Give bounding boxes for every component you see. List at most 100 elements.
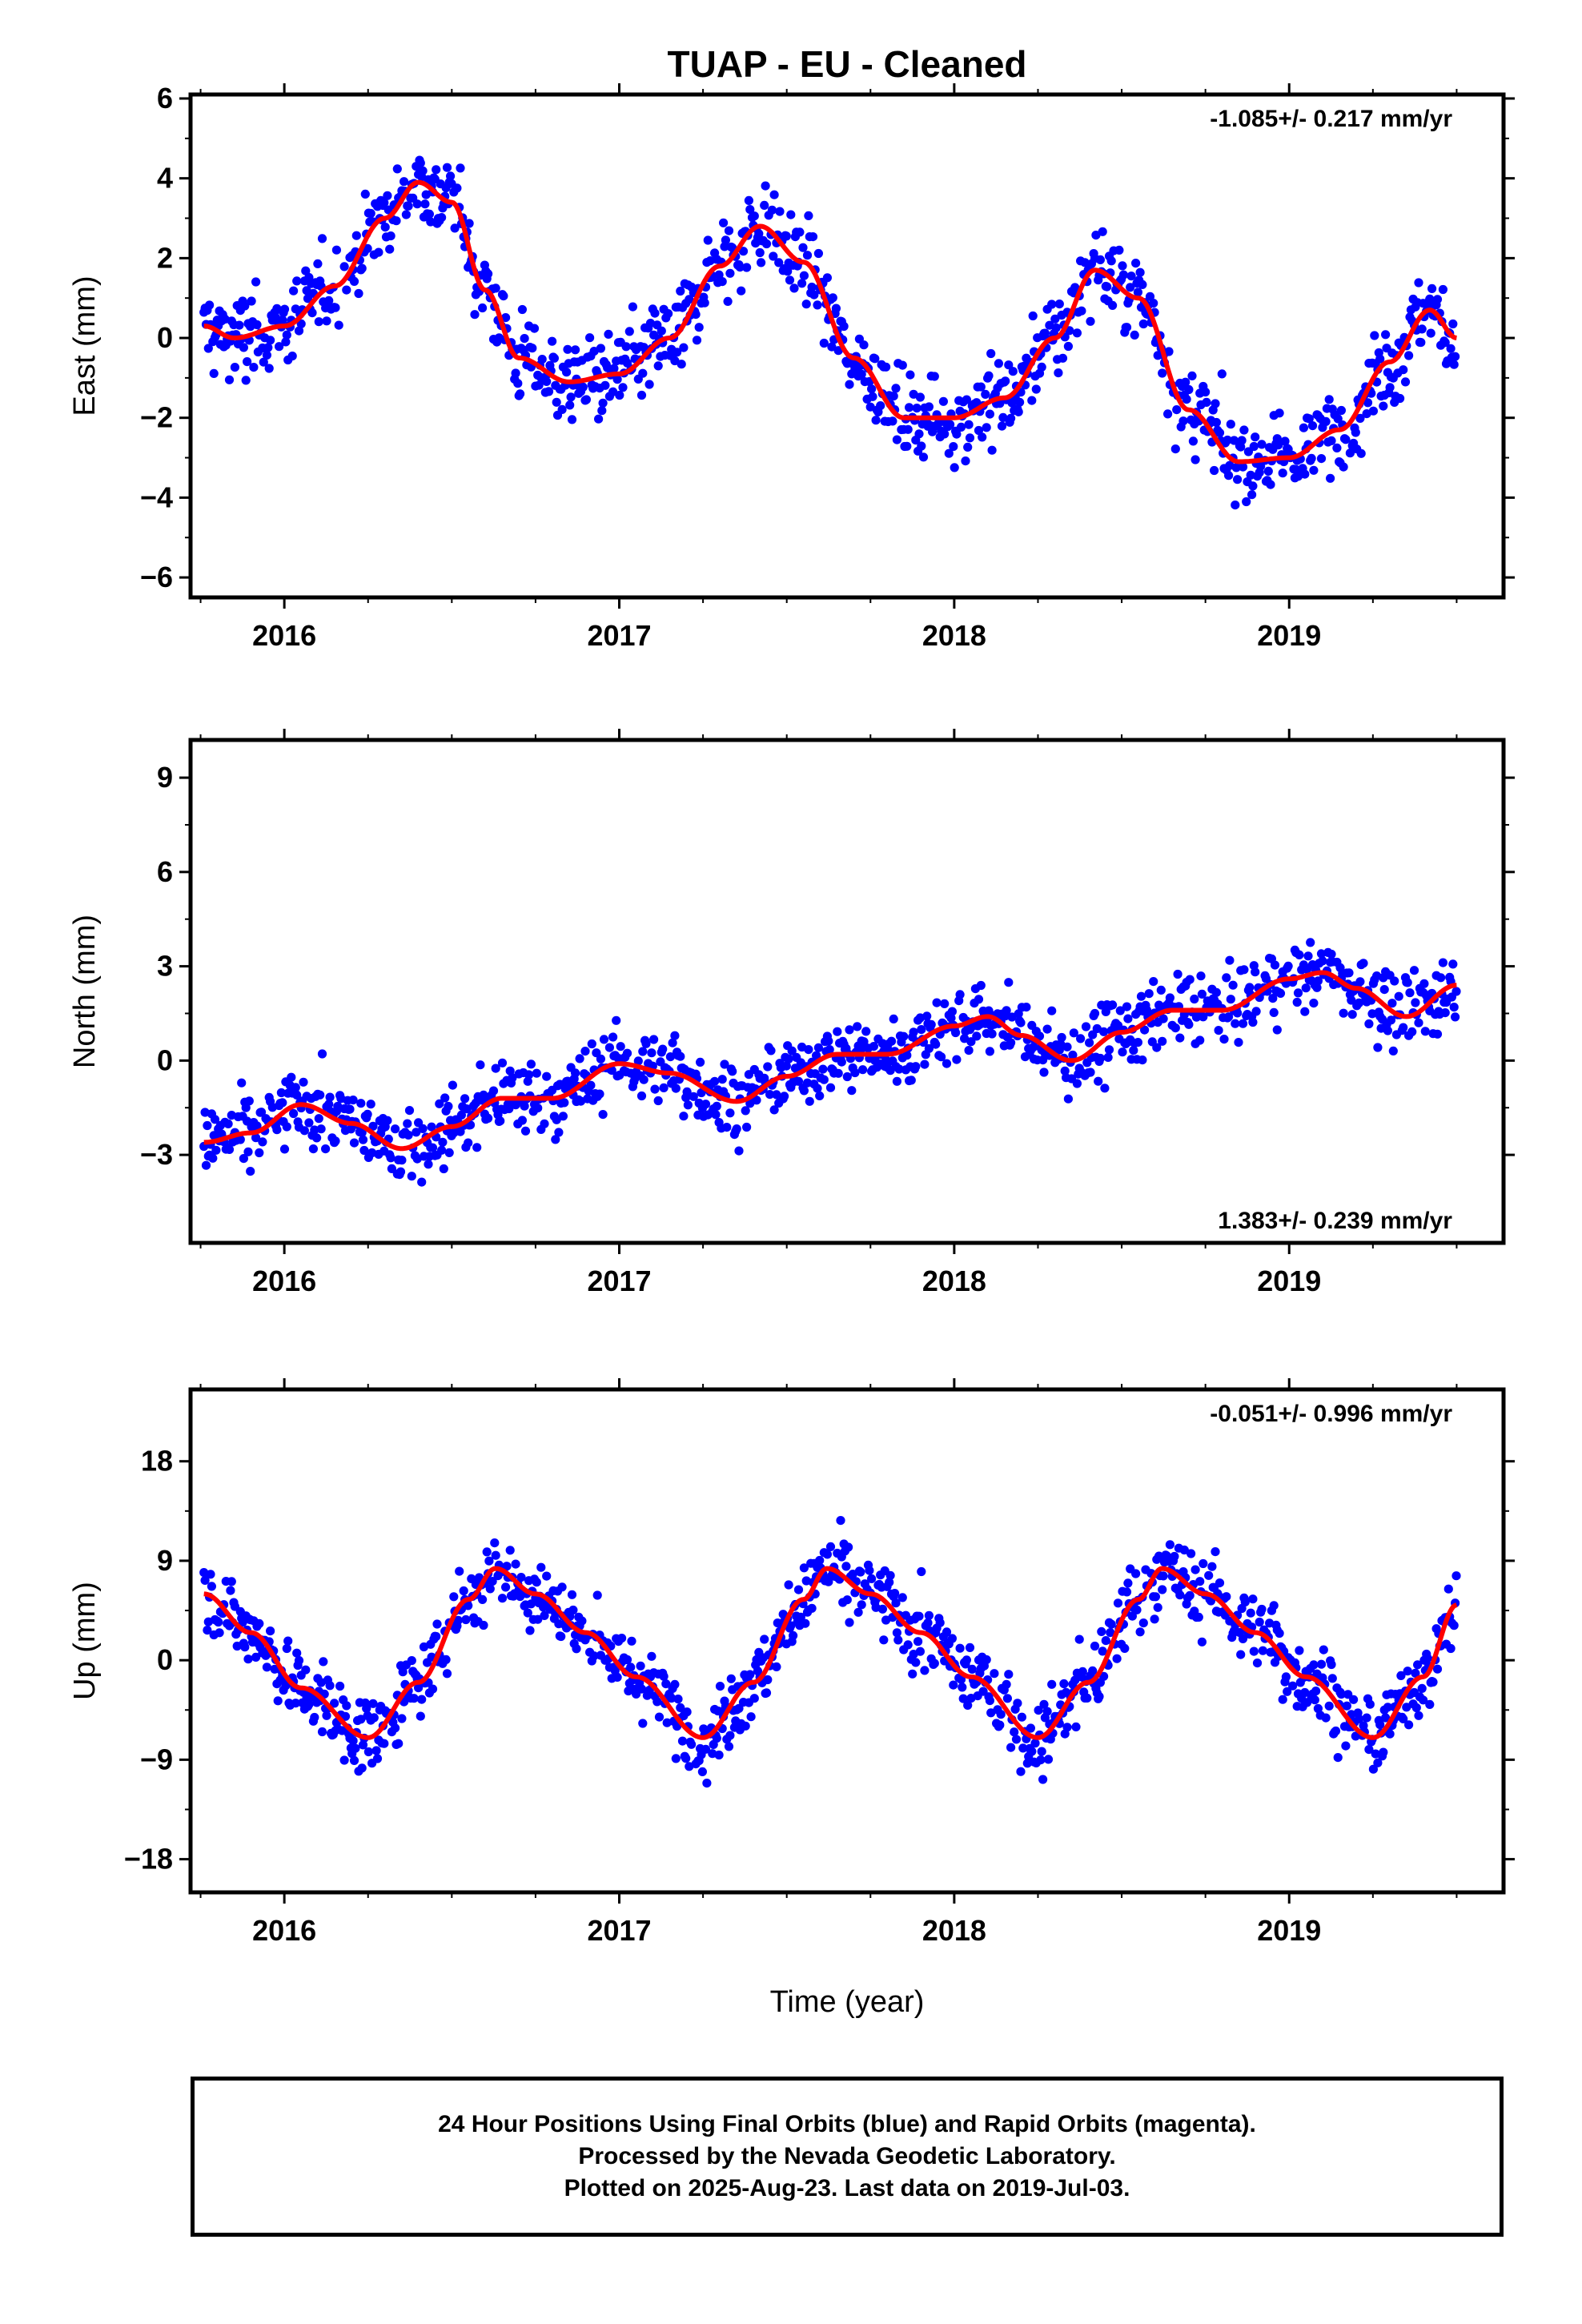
data-point: [911, 1062, 921, 1072]
data-point: [1236, 1650, 1246, 1659]
data-point: [1270, 960, 1280, 970]
data-point: [879, 1635, 889, 1645]
data-point: [464, 1138, 473, 1148]
data-point: [644, 380, 654, 389]
data-point: [1278, 1695, 1287, 1704]
data-point: [789, 1630, 798, 1640]
panel-north: −3 0 3 6 9 2016 2017 2018 2019 North (mm) 1.383+/-…: [68, 729, 1515, 1297]
data-point: [1126, 283, 1135, 292]
data-point: [1339, 1008, 1348, 1018]
data-point: [721, 235, 731, 245]
data-point: [608, 387, 618, 396]
data-point: [1448, 319, 1458, 329]
data-point: [952, 429, 962, 439]
scatter-points-north: [199, 938, 1461, 1187]
data-point: [1225, 955, 1235, 965]
data-point: [796, 1612, 805, 1622]
data-point: [464, 219, 474, 228]
data-point: [291, 1699, 300, 1708]
data-point: [865, 1566, 874, 1575]
data-point: [676, 286, 685, 296]
data-point: [1202, 397, 1211, 407]
data-point: [1153, 1602, 1162, 1612]
data-point: [618, 383, 628, 392]
data-point: [592, 1590, 602, 1600]
data-point: [371, 1746, 381, 1755]
data-point: [745, 205, 755, 215]
data-point: [243, 1147, 253, 1156]
data-point: [262, 1663, 271, 1672]
data-point: [769, 1105, 779, 1115]
data-point: [409, 1694, 419, 1703]
data-point: [1364, 1745, 1374, 1755]
data-point: [827, 342, 837, 352]
data-point: [397, 1156, 407, 1165]
data-point: [464, 1601, 473, 1610]
data-point: [903, 1640, 913, 1650]
data-point: [946, 420, 955, 429]
data-point: [571, 345, 580, 355]
data-point: [1383, 1026, 1392, 1035]
data-point: [251, 1133, 261, 1143]
data-point: [428, 1143, 438, 1152]
data-point: [1258, 1646, 1267, 1655]
data-point: [556, 1631, 566, 1642]
data-point: [1145, 292, 1155, 301]
data-point: [694, 323, 704, 332]
data-point: [965, 1642, 975, 1652]
data-point: [940, 429, 950, 439]
data-point: [1354, 998, 1364, 1007]
data-point: [1040, 328, 1050, 338]
data-point: [754, 229, 764, 239]
data-point: [313, 259, 323, 268]
data-point: [772, 1662, 781, 1671]
y-tick-label: −9: [140, 1743, 173, 1775]
data-point: [813, 1084, 822, 1093]
data-point: [853, 1022, 862, 1031]
data-point: [1123, 1014, 1133, 1023]
data-point: [1072, 328, 1082, 338]
y-tick-label: −2: [140, 401, 173, 434]
data-point: [567, 415, 577, 424]
data-point: [1219, 1035, 1229, 1044]
data-point: [1326, 473, 1335, 483]
y-tick-label: 4: [157, 162, 173, 195]
data-point: [735, 263, 745, 272]
data-point: [528, 344, 537, 353]
data-point: [351, 1743, 360, 1753]
rate-annotation-up: -0.051+/- 0.996 mm/yr: [1210, 1401, 1452, 1427]
data-point: [589, 1651, 599, 1661]
data-point: [963, 442, 973, 452]
data-point: [214, 1617, 223, 1627]
data-point: [278, 1098, 287, 1108]
data-point: [291, 1083, 300, 1092]
data-point: [342, 285, 351, 295]
data-point: [380, 223, 390, 232]
data-point: [324, 1100, 334, 1109]
data-point: [404, 1130, 413, 1140]
data-point: [437, 1145, 447, 1155]
data-point: [856, 1567, 865, 1577]
data-point: [1039, 1068, 1049, 1077]
data-point: [310, 1712, 319, 1723]
data-point: [335, 1681, 345, 1691]
data-point: [1375, 1720, 1385, 1730]
data-point: [940, 999, 950, 1008]
data-point: [1309, 465, 1319, 475]
data-point: [585, 333, 595, 343]
data-point: [819, 338, 829, 348]
data-point: [658, 1044, 668, 1054]
data-point: [1204, 1570, 1214, 1580]
data-point: [310, 1125, 319, 1135]
data-point: [360, 189, 370, 199]
data-point: [1094, 1691, 1104, 1702]
data-point: [1195, 1577, 1205, 1586]
data-point: [986, 348, 996, 359]
data-point: [808, 232, 818, 242]
data-point: [1054, 368, 1063, 378]
data-point: [1034, 1706, 1043, 1715]
data-point: [299, 1077, 308, 1087]
data-point: [650, 1084, 660, 1094]
data-point: [201, 1160, 211, 1170]
data-point: [1195, 1035, 1205, 1045]
